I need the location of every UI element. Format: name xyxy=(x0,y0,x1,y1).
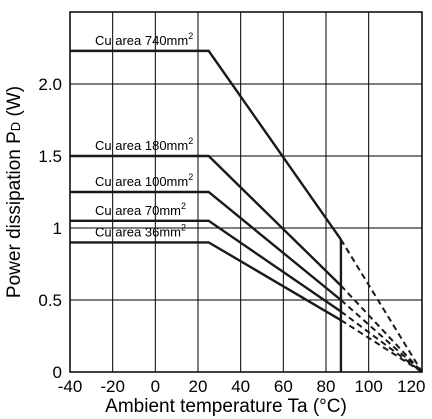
plot-frame xyxy=(69,11,423,373)
series-label-text: Cu area 180mm xyxy=(95,138,188,153)
x-tick-label: 0 xyxy=(151,377,160,396)
y-axis-title: Power dissipation PD (W) xyxy=(4,86,25,298)
x-tick-label: 20 xyxy=(189,377,208,396)
x-tick-label: -20 xyxy=(100,377,125,396)
x-tick-label: 120 xyxy=(397,377,425,396)
y-tick-label: 1.5 xyxy=(38,147,62,166)
series-line-dashed xyxy=(340,310,423,373)
series-label-text: Cu area 100mm xyxy=(95,174,188,189)
y-tick-label: 2.0 xyxy=(38,75,62,94)
series-line-dashed xyxy=(340,238,423,373)
series-label: Cu area 70mm2 xyxy=(95,201,186,218)
y-axis-title-subscript: D xyxy=(8,122,23,131)
series-label: Cu area 740mm2 xyxy=(95,31,193,48)
x-tick-label: 80 xyxy=(317,377,336,396)
x-tick-label: 60 xyxy=(274,377,293,396)
x-tick-label: 100 xyxy=(354,377,382,396)
y-axis-title-unit: (W) xyxy=(4,86,25,122)
series-label: Cu area 180mm2 xyxy=(95,136,193,153)
series-line-dashed xyxy=(340,319,423,373)
x-tick-label: 40 xyxy=(231,377,250,396)
series-label-text: Cu area 70mm xyxy=(95,203,181,218)
series-label-superscript: 2 xyxy=(181,222,186,232)
series-lines xyxy=(70,49,423,373)
series-line-solid xyxy=(70,49,342,241)
y-tick-label: 0 xyxy=(53,363,62,382)
series-label-superscript: 2 xyxy=(188,31,193,41)
series-label: Cu area 100mm2 xyxy=(95,172,193,189)
series-label-superscript: 2 xyxy=(188,172,193,182)
series-line-solid xyxy=(70,219,342,313)
y-axis-title-main: Power dissipation P xyxy=(4,131,25,298)
series-label: Cu area 36mm2 xyxy=(95,222,186,239)
series-line-solid xyxy=(70,190,342,301)
series-line-solid xyxy=(70,154,342,287)
series-label-superscript: 2 xyxy=(181,201,186,211)
y-tick-label: 1 xyxy=(53,219,62,238)
gridlines xyxy=(70,12,422,372)
series-label-superscript: 2 xyxy=(188,136,193,146)
series-line-solid xyxy=(70,241,342,322)
x-tick-label: -40 xyxy=(58,377,83,396)
tick-labels: -40 -20 0 20 40 60 80 100 120 0 0.5 1 1.5 2.0 xyxy=(38,75,425,396)
x-axis-title: Ambient temperature Ta (°C) xyxy=(105,396,347,417)
series-label-text: Cu area 36mm xyxy=(95,224,181,239)
series-label-text: Cu area 740mm xyxy=(95,33,188,48)
series-line-dashed xyxy=(340,299,423,373)
y-tick-label: 0.5 xyxy=(38,291,62,310)
